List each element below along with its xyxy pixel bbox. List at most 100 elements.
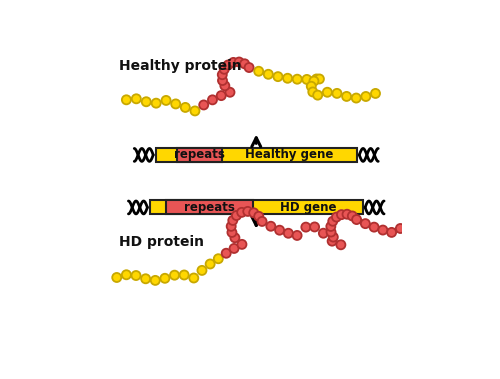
Circle shape [315, 74, 324, 83]
Circle shape [171, 99, 180, 108]
Circle shape [162, 96, 170, 105]
Circle shape [378, 226, 388, 235]
Circle shape [404, 224, 413, 233]
Circle shape [312, 74, 321, 83]
Circle shape [348, 211, 357, 221]
Circle shape [292, 231, 302, 240]
Circle shape [232, 211, 241, 220]
Circle shape [226, 222, 235, 231]
Circle shape [342, 210, 351, 219]
Circle shape [198, 266, 206, 275]
Circle shape [362, 92, 370, 101]
Text: repeats: repeats [184, 201, 235, 214]
Circle shape [208, 95, 217, 104]
Circle shape [218, 70, 227, 79]
Circle shape [237, 208, 246, 217]
Circle shape [414, 229, 422, 238]
Circle shape [228, 228, 236, 237]
Bar [150, 200, 363, 215]
Circle shape [218, 76, 227, 85]
Circle shape [230, 233, 239, 242]
Circle shape [313, 91, 322, 100]
Circle shape [228, 216, 237, 225]
Circle shape [243, 207, 252, 216]
Text: HD protein: HD protein [118, 235, 204, 249]
Circle shape [180, 271, 188, 280]
Circle shape [275, 226, 284, 235]
Circle shape [326, 227, 336, 236]
Circle shape [307, 82, 316, 91]
Circle shape [328, 217, 338, 226]
Circle shape [302, 75, 312, 84]
Text: HD gene: HD gene [280, 201, 336, 214]
Circle shape [258, 217, 266, 226]
Circle shape [326, 222, 336, 231]
Circle shape [284, 229, 293, 238]
Circle shape [342, 92, 351, 101]
Circle shape [160, 274, 170, 283]
Circle shape [151, 276, 160, 285]
Circle shape [216, 91, 226, 100]
Circle shape [352, 94, 361, 103]
Circle shape [142, 97, 151, 106]
Circle shape [448, 234, 457, 243]
Circle shape [428, 235, 438, 244]
Circle shape [328, 236, 336, 246]
Circle shape [206, 260, 214, 268]
Circle shape [220, 65, 229, 74]
Circle shape [370, 222, 378, 232]
Circle shape [132, 94, 141, 103]
Circle shape [467, 238, 476, 247]
Circle shape [254, 67, 263, 76]
Circle shape [190, 274, 198, 282]
Circle shape [112, 273, 122, 282]
Circle shape [283, 74, 292, 83]
Circle shape [226, 88, 234, 97]
Circle shape [190, 106, 200, 116]
Circle shape [170, 271, 179, 280]
Circle shape [274, 72, 282, 81]
Circle shape [222, 249, 230, 258]
Circle shape [132, 271, 140, 280]
Circle shape [329, 233, 338, 242]
Circle shape [302, 222, 310, 232]
Circle shape [352, 215, 361, 224]
Circle shape [361, 219, 370, 228]
Bar [156, 148, 357, 162]
Circle shape [310, 222, 319, 232]
Circle shape [229, 58, 238, 67]
Circle shape [332, 89, 342, 98]
Text: Healthy gene: Healthy gene [245, 149, 334, 161]
Circle shape [292, 75, 302, 84]
Circle shape [214, 254, 223, 263]
Circle shape [244, 63, 254, 72]
Circle shape [234, 58, 244, 67]
Circle shape [122, 95, 131, 104]
Circle shape [332, 213, 341, 222]
Circle shape [240, 59, 249, 68]
Circle shape [230, 244, 238, 253]
Bar [176, 148, 222, 162]
Circle shape [266, 222, 276, 231]
Circle shape [249, 208, 258, 217]
Bar [166, 200, 254, 215]
Circle shape [152, 99, 160, 108]
Circle shape [122, 270, 131, 279]
Circle shape [181, 103, 190, 112]
Circle shape [220, 81, 230, 90]
Circle shape [224, 60, 232, 69]
Circle shape [396, 224, 405, 233]
Circle shape [254, 212, 264, 221]
Circle shape [310, 77, 318, 86]
Circle shape [419, 231, 428, 240]
Circle shape [319, 229, 328, 238]
Circle shape [423, 235, 432, 244]
Circle shape [308, 88, 318, 97]
Text: repeats: repeats [174, 149, 224, 161]
Circle shape [336, 240, 345, 249]
Circle shape [419, 225, 428, 234]
Circle shape [477, 235, 486, 244]
Circle shape [238, 240, 246, 249]
Circle shape [264, 70, 273, 79]
Circle shape [199, 100, 208, 110]
